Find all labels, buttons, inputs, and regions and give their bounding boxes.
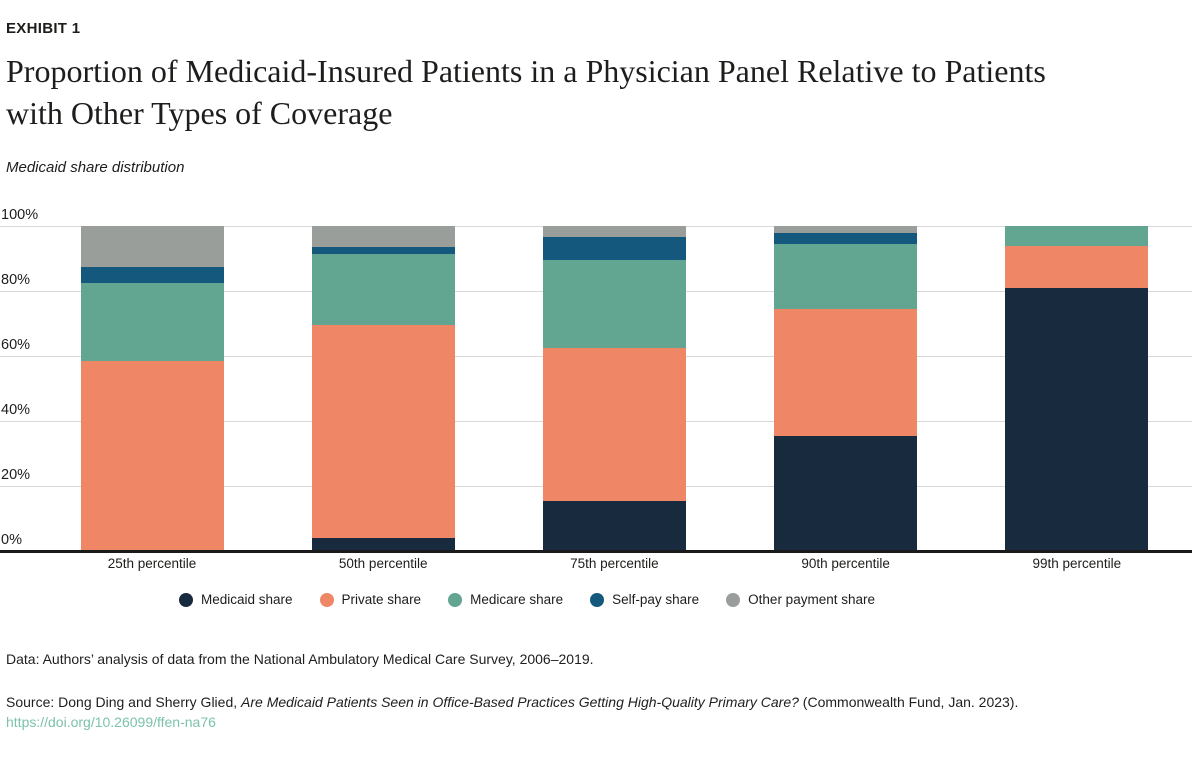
bar-25th-percentile (80, 226, 224, 551)
bar-50th-percentile (311, 226, 455, 551)
bar-75th-percentile (542, 226, 686, 551)
segment-other-payment-share (311, 226, 455, 248)
x-tick-label-5: 99th percentile (1032, 556, 1122, 571)
source-suffix: (Commonwealth Fund, Jan. 2023). (798, 694, 1019, 710)
segment-medicare-share (311, 253, 455, 326)
segment-medicare-share (1005, 226, 1149, 246)
exhibit-page: EXHIBIT 1 Proportion of Medicaid-Insured… (0, 20, 1200, 732)
source-title-italic: Are Medicaid Patients Seen in Office-Bas… (241, 694, 799, 710)
legend-swatch-circle-icon (178, 592, 193, 607)
data-note: Data: Authors’ analysis of data from the… (6, 651, 594, 667)
segment-self-pay-share (311, 247, 455, 254)
legend-label: Private share (341, 592, 422, 607)
page-title: Proportion of Medicaid-Insured Patients … (6, 53, 1046, 131)
segment-medicare-share (774, 243, 918, 309)
legend-label: Other payment share (748, 592, 875, 607)
legend-swatch-circle-icon (590, 592, 605, 607)
legend-swatch-circle-icon (726, 592, 741, 607)
doi-link[interactable]: https://doi.org/10.26099/ffen-na76 (6, 714, 216, 730)
segment-other-payment-share (80, 226, 224, 267)
legend-label: Self-pay share (612, 592, 700, 607)
x-tick-label-3: 75th percentile (570, 556, 659, 571)
segment-self-pay-share (774, 232, 918, 244)
segment-medicare-share (542, 260, 686, 348)
legend-item-medicaid-share: Medicaid share (178, 592, 293, 607)
chart-legend: Medicaid share Private share Medicare shar… (6, 592, 1192, 607)
segment-medicaid-share (311, 538, 455, 551)
segment-private-share (542, 347, 686, 501)
chart-footer: Data: Authors’ analysis of data from the… (6, 652, 1192, 732)
y-tick-label-20: 20% (1, 467, 31, 483)
segment-medicaid-share (542, 500, 686, 551)
x-axis-line (0, 550, 1192, 553)
segment-private-share (80, 360, 224, 551)
legend-item-medicare-share: Medicare share (448, 592, 563, 607)
legend-label: Medicare share (470, 592, 564, 607)
legend-item-self-pay-share: Self-pay share (590, 592, 699, 607)
segment-medicaid-share (774, 435, 918, 551)
source-note: Source: Dong Ding and Sherry Glied, Are … (6, 695, 1192, 710)
y-tick-label-0: 0% (1, 532, 22, 548)
legend-label: Medicaid share (200, 592, 293, 607)
segment-self-pay-share (80, 266, 224, 283)
stacked-bar-chart: 0% 20% 40% 60% 80% 100% 25th percentile 50th pe… (0, 205, 1192, 571)
segment-private-share (774, 308, 918, 436)
segment-other-payment-share (774, 226, 918, 233)
chart-subtitle: Medicaid share distribution (6, 159, 185, 176)
y-tick-label-60: 60% (1, 337, 31, 353)
segment-medicare-share (80, 282, 224, 361)
legend-swatch-circle-icon (448, 592, 463, 607)
x-tick-label-4: 90th percentile (801, 556, 890, 571)
y-tick-label-40: 40% (1, 402, 31, 418)
x-tick-label-1: 25th percentile (107, 556, 197, 571)
x-tick-label-2: 50th percentile (338, 556, 428, 571)
y-tick-label-80: 80% (1, 272, 31, 288)
legend-swatch-circle-icon (319, 592, 334, 607)
y-tick-label-100: 100% (1, 207, 39, 223)
bar-99th-percentile (1005, 226, 1149, 551)
segment-other-payment-share (542, 226, 686, 238)
segment-private-share (1005, 245, 1149, 288)
exhibit-label: EXHIBIT 1 (6, 20, 81, 37)
segment-self-pay-share (542, 237, 686, 261)
legend-item-private-share: Private share (319, 592, 422, 607)
segment-medicaid-share (1005, 287, 1149, 551)
bar-90th-percentile (774, 226, 918, 551)
legend-item-other-payment-share: Other payment share (726, 592, 875, 607)
source-prefix: Source: Dong Ding and Sherry Glied, (6, 694, 242, 710)
segment-private-share (311, 325, 455, 538)
